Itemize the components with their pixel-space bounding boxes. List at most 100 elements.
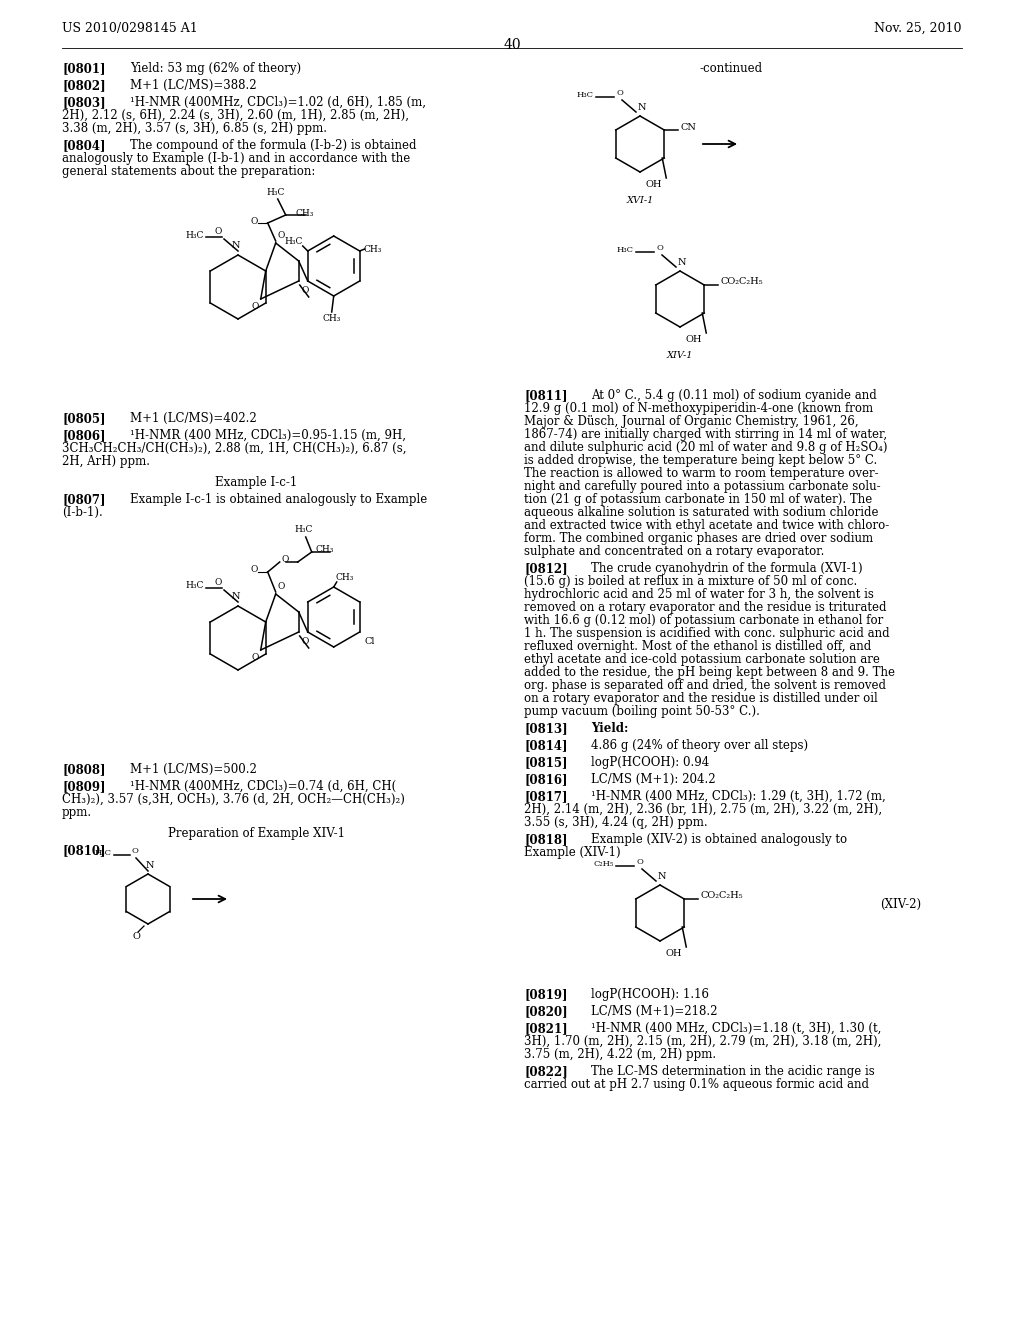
Text: M+1 (LC/MS)=402.2: M+1 (LC/MS)=402.2: [130, 412, 257, 425]
Text: H₃C: H₃C: [185, 582, 204, 590]
Text: O: O: [250, 565, 258, 574]
Text: O: O: [278, 231, 285, 240]
Text: O: O: [132, 932, 140, 941]
Text: 3H), 1.70 (m, 2H), 2.15 (m, 2H), 2.79 (m, 2H), 3.18 (m, 2H),: 3H), 1.70 (m, 2H), 2.15 (m, 2H), 2.79 (m…: [524, 1035, 882, 1048]
Text: CH₃)₂), 3.57 (s,3H, OCH₃), 3.76 (d, 2H, OCH₂—CH(CH₃)₂): CH₃)₂), 3.57 (s,3H, OCH₃), 3.76 (d, 2H, …: [62, 793, 404, 807]
Text: [0820]: [0820]: [524, 1005, 567, 1018]
Text: CN: CN: [680, 123, 696, 132]
Text: H₃C: H₃C: [295, 525, 313, 535]
Text: refluxed overnight. Most of the ethanol is distilled off, and: refluxed overnight. Most of the ethanol …: [524, 640, 871, 653]
Text: XVI-1: XVI-1: [627, 195, 653, 205]
Text: [0810]: [0810]: [62, 843, 105, 857]
Text: [0811]: [0811]: [524, 389, 567, 403]
Text: [0818]: [0818]: [524, 833, 567, 846]
Text: O: O: [250, 216, 258, 226]
Text: Major & Düsch, Journal of Organic Chemistry, 1961, 26,: Major & Düsch, Journal of Organic Chemis…: [524, 414, 859, 428]
Text: O: O: [251, 302, 259, 312]
Text: [0808]: [0808]: [62, 763, 105, 776]
Text: night and carefully poured into a potassium carbonate solu-: night and carefully poured into a potass…: [524, 480, 881, 492]
Text: Example I-c-1: Example I-c-1: [215, 477, 297, 488]
Text: H₃C: H₃C: [577, 91, 594, 99]
Text: logP(HCOOH): 1.16: logP(HCOOH): 1.16: [591, 987, 709, 1001]
Text: O: O: [278, 582, 285, 591]
Text: N: N: [678, 257, 686, 267]
Text: and extracted twice with ethyl acetate and twice with chloro-: and extracted twice with ethyl acetate a…: [524, 519, 889, 532]
Text: is added dropwise, the temperature being kept below 5° C.: is added dropwise, the temperature being…: [524, 454, 878, 467]
Text: OH: OH: [685, 335, 701, 345]
Text: Preparation of Example XIV-1: Preparation of Example XIV-1: [168, 828, 344, 840]
Text: (I-b-1).: (I-b-1).: [62, 506, 102, 519]
Text: [0819]: [0819]: [524, 987, 567, 1001]
Text: ppm.: ppm.: [62, 807, 92, 818]
Text: ethyl acetate and ice-cold potassium carbonate solution are: ethyl acetate and ice-cold potassium car…: [524, 653, 880, 667]
Text: [0809]: [0809]: [62, 780, 105, 793]
Text: Nov. 25, 2010: Nov. 25, 2010: [874, 22, 962, 36]
Text: O: O: [251, 653, 259, 663]
Text: ¹H-NMR (400MHz, CDCl₃)=1.02 (d, 6H), 1.85 (m,: ¹H-NMR (400MHz, CDCl₃)=1.02 (d, 6H), 1.8…: [130, 96, 426, 110]
Text: 4.86 g (24% of theory over all steps): 4.86 g (24% of theory over all steps): [591, 739, 808, 752]
Text: [0805]: [0805]: [62, 412, 105, 425]
Text: H₃C: H₃C: [266, 187, 285, 197]
Text: OH: OH: [645, 180, 662, 189]
Text: [0815]: [0815]: [524, 756, 567, 770]
Text: 3.55 (s, 3H), 4.24 (q, 2H) ppm.: 3.55 (s, 3H), 4.24 (q, 2H) ppm.: [524, 816, 708, 829]
Text: with 16.6 g (0.12 mol) of potassium carbonate in ethanol for: with 16.6 g (0.12 mol) of potassium carb…: [524, 614, 884, 627]
Text: N: N: [231, 591, 241, 601]
Text: 2H), 2.12 (s, 6H), 2.24 (s, 3H), 2.60 (m, 1H), 2.85 (m, 2H),: 2H), 2.12 (s, 6H), 2.24 (s, 3H), 2.60 (m…: [62, 110, 409, 121]
Text: [0804]: [0804]: [62, 139, 105, 152]
Text: [0803]: [0803]: [62, 96, 105, 110]
Text: H₃C: H₃C: [185, 231, 204, 239]
Text: N: N: [657, 873, 667, 880]
Text: C₂H₅: C₂H₅: [594, 861, 614, 869]
Text: ¹H-NMR (400 MHz, CDCl₃): 1.29 (t, 3H), 1.72 (m,: ¹H-NMR (400 MHz, CDCl₃): 1.29 (t, 3H), 1…: [591, 789, 886, 803]
Text: [0814]: [0814]: [524, 739, 567, 752]
Text: Cl: Cl: [365, 638, 375, 645]
Text: Example (XIV-2) is obtained analogously to: Example (XIV-2) is obtained analogously …: [591, 833, 847, 846]
Text: [0807]: [0807]: [62, 492, 105, 506]
Text: O: O: [282, 556, 289, 565]
Text: CH₃: CH₃: [364, 244, 382, 253]
Text: analogously to Example (I-b-1) and in accordance with the: analogously to Example (I-b-1) and in ac…: [62, 152, 411, 165]
Text: The crude cyanohydrin of the formula (XVI-1): The crude cyanohydrin of the formula (XV…: [591, 562, 862, 576]
Text: removed on a rotary evaporator and the residue is triturated: removed on a rotary evaporator and the r…: [524, 601, 887, 614]
Text: aqueous alkaline solution is saturated with sodium chloride: aqueous alkaline solution is saturated w…: [524, 506, 879, 519]
Text: N: N: [145, 861, 155, 870]
Text: logP(HCOOH): 0.94: logP(HCOOH): 0.94: [591, 756, 710, 770]
Text: 2H, ArH) ppm.: 2H, ArH) ppm.: [62, 455, 150, 469]
Text: 1867-74) are initially charged with stirring in 14 ml of water,: 1867-74) are initially charged with stir…: [524, 428, 887, 441]
Text: [0806]: [0806]: [62, 429, 105, 442]
Text: pump vacuum (boiling point 50-53° C.).: pump vacuum (boiling point 50-53° C.).: [524, 705, 760, 718]
Text: H₃C: H₃C: [95, 849, 112, 857]
Text: [0822]: [0822]: [524, 1065, 567, 1078]
Text: 3.75 (m, 2H), 4.22 (m, 2H) ppm.: 3.75 (m, 2H), 4.22 (m, 2H) ppm.: [524, 1048, 716, 1061]
Text: carried out at pH 2.7 using 0.1% aqueous formic acid and: carried out at pH 2.7 using 0.1% aqueous…: [524, 1078, 869, 1092]
Text: [0817]: [0817]: [524, 789, 567, 803]
Text: LC/MS (M+1): 204.2: LC/MS (M+1): 204.2: [591, 774, 716, 785]
Text: Example (XIV-1): Example (XIV-1): [524, 846, 621, 859]
Text: -continued: -continued: [700, 62, 763, 75]
Text: [0802]: [0802]: [62, 79, 105, 92]
Text: sulphate and concentrated on a rotary evaporator.: sulphate and concentrated on a rotary ev…: [524, 545, 824, 558]
Text: 12.9 g (0.1 mol) of N-methoxypiperidin-4-one (known from: 12.9 g (0.1 mol) of N-methoxypiperidin-4…: [524, 403, 873, 414]
Text: H₃C: H₃C: [617, 246, 634, 253]
Text: US 2010/0298145 A1: US 2010/0298145 A1: [62, 22, 198, 36]
Text: [0812]: [0812]: [524, 562, 567, 576]
Text: N: N: [231, 242, 241, 249]
Text: Yield: 53 mg (62% of theory): Yield: 53 mg (62% of theory): [130, 62, 301, 75]
Text: form. The combined organic phases are dried over sodium: form. The combined organic phases are dr…: [524, 532, 873, 545]
Text: The compound of the formula (I-b-2) is obtained: The compound of the formula (I-b-2) is o…: [130, 139, 417, 152]
Text: 3.38 (m, 2H), 3.57 (s, 3H), 6.85 (s, 2H) ppm.: 3.38 (m, 2H), 3.57 (s, 3H), 6.85 (s, 2H)…: [62, 121, 327, 135]
Text: [0813]: [0813]: [524, 722, 567, 735]
Text: (XIV-2): (XIV-2): [880, 898, 922, 911]
Text: ¹H-NMR (400 MHz, CDCl₃)=1.18 (t, 3H), 1.30 (t,: ¹H-NMR (400 MHz, CDCl₃)=1.18 (t, 3H), 1.…: [591, 1022, 882, 1035]
Text: [0816]: [0816]: [524, 774, 567, 785]
Text: ¹H-NMR (400MHz, CDCl₃)=0.74 (d, 6H, CH(: ¹H-NMR (400MHz, CDCl₃)=0.74 (d, 6H, CH(: [130, 780, 396, 793]
Text: general statements about the preparation:: general statements about the preparation…: [62, 165, 315, 178]
Text: CO₂C₂H₅: CO₂C₂H₅: [720, 277, 763, 286]
Text: O: O: [616, 88, 624, 96]
Text: 40: 40: [503, 38, 521, 51]
Text: O: O: [131, 847, 138, 855]
Text: O: O: [215, 227, 222, 236]
Text: OH: OH: [665, 949, 682, 958]
Text: O: O: [302, 286, 309, 294]
